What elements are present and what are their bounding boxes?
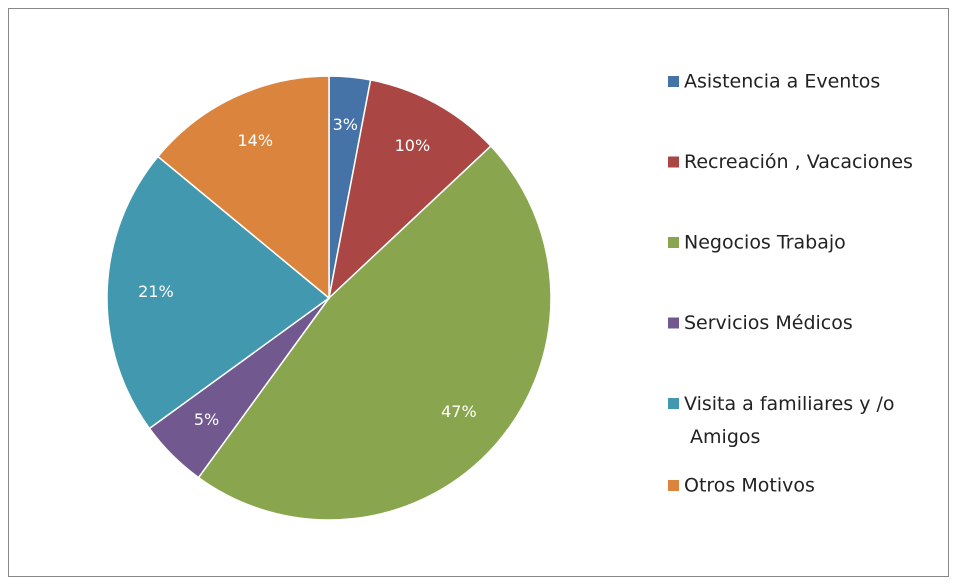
legend-swatch — [668, 156, 679, 168]
pie-slice — [156, 75, 330, 300]
data-label: 47% — [441, 402, 477, 421]
pie-slice — [106, 155, 331, 430]
pie-slice — [197, 144, 552, 521]
data-label: 3% — [333, 115, 358, 134]
legend-swatch — [668, 237, 679, 248]
data-label: 5% — [194, 410, 219, 429]
data-label: 21% — [138, 282, 174, 301]
legend-label: Recreación , Vacaciones — [684, 151, 913, 173]
legend-label: Visita a familiares y /o Amigos — [684, 393, 895, 448]
legend-swatch — [668, 317, 679, 329]
legend-swatch — [668, 398, 679, 409]
legend-label: Otros Motivos — [684, 475, 815, 497]
pie-slice — [327, 79, 492, 301]
legend-label: Asistencia a Eventos — [684, 71, 880, 93]
legend-swatch — [668, 76, 679, 87]
legend-label: Negocios Trabajo — [684, 232, 846, 254]
legend-swatch — [668, 480, 679, 491]
data-label: 14% — [237, 131, 273, 150]
legend-label: Servicios Médicos — [684, 312, 853, 334]
data-label: 10% — [395, 136, 431, 155]
